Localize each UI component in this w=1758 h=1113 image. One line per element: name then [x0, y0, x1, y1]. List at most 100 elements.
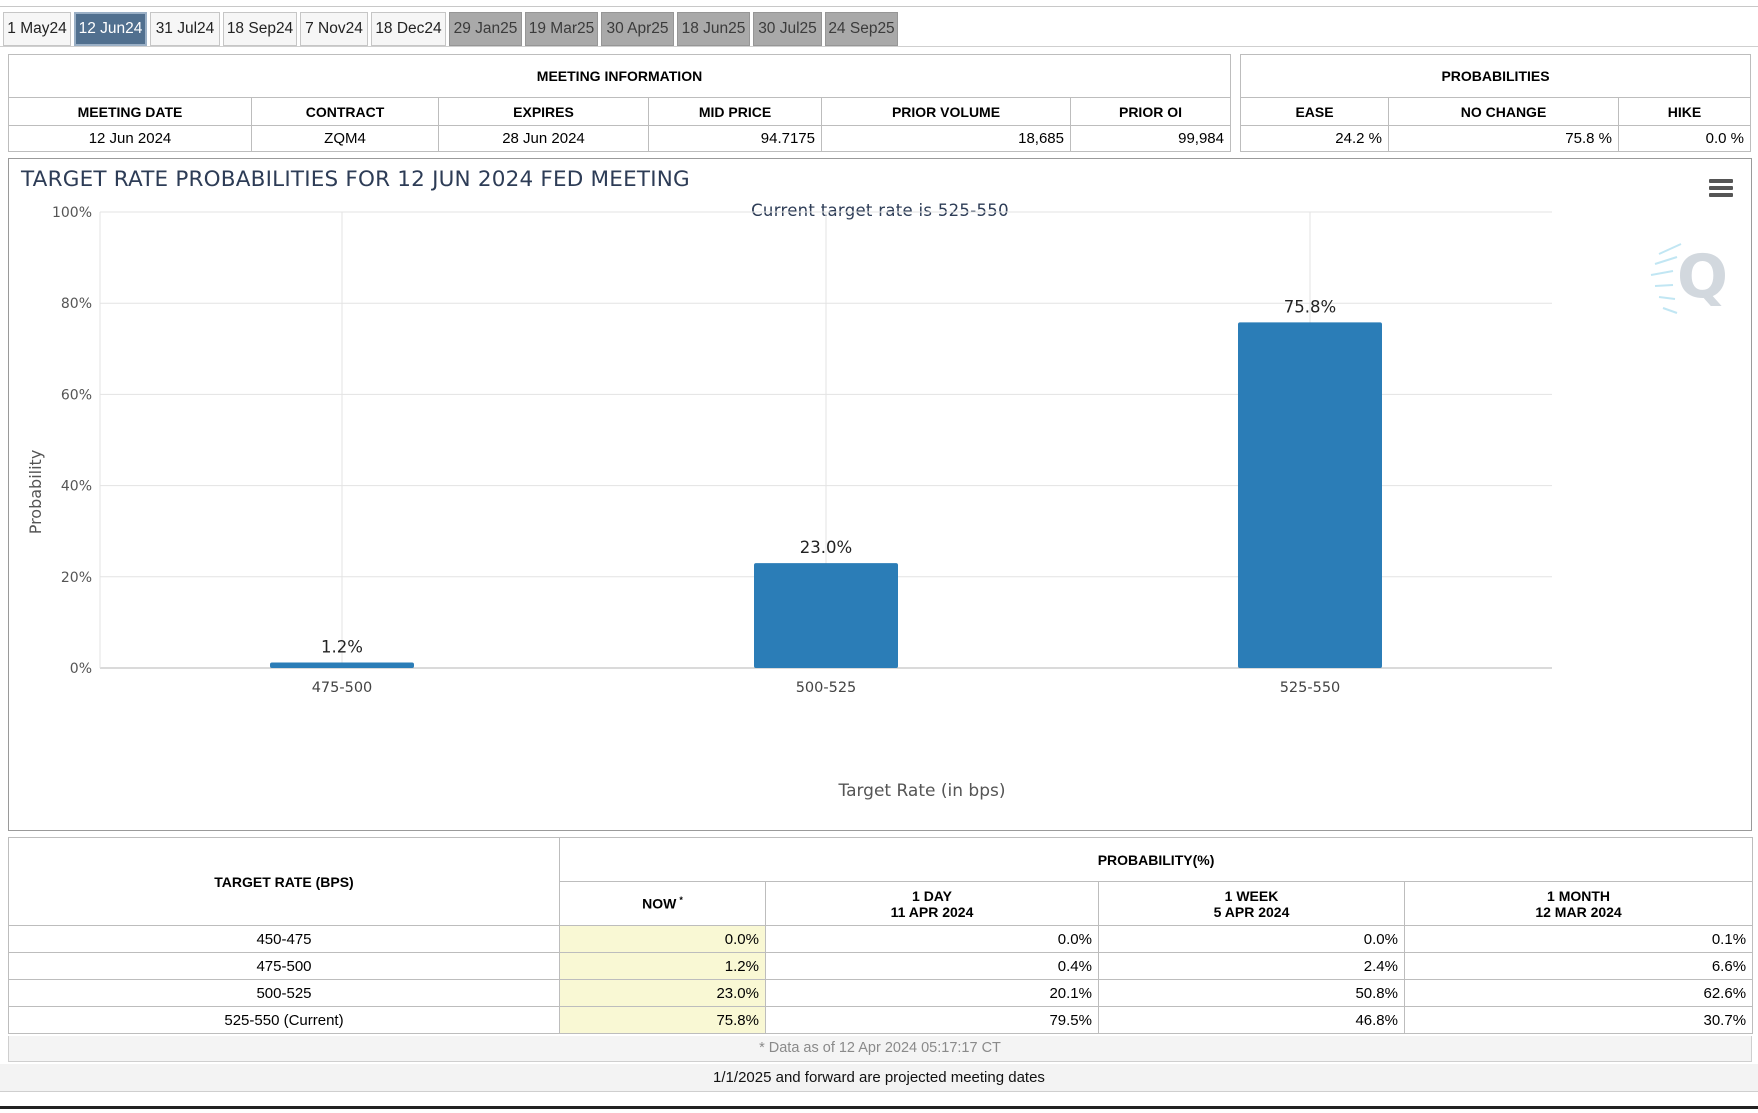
cme-q-logo-icon: Q: [1650, 242, 1728, 314]
target-rate-header: TARGET RATE (BPS): [8, 837, 560, 926]
now-cell: 1.2%: [559, 952, 766, 980]
rate-cell: 500-525: [8, 979, 560, 1007]
col-1-month-date: 12 MAR 2024: [1535, 903, 1622, 920]
one-week-cell: 46.8%: [1098, 1006, 1405, 1034]
col-1-week-label: 1 WEEK: [1224, 887, 1279, 904]
x-tick-label: 475-500: [312, 680, 373, 696]
col-1-month-label: 1 MONTH: [1547, 887, 1611, 904]
table-row: 525-550 (Current) 75.8% 79.5% 46.8% 30.7…: [8, 1006, 1754, 1034]
col-prior-volume: PRIOR VOLUME: [821, 97, 1071, 126]
tab-18-sep24[interactable]: 18 Sep24: [223, 12, 297, 46]
col-now-footnote-mark: *: [679, 895, 683, 906]
one-month-cell: 62.6%: [1403, 979, 1754, 1007]
one-month-cell: 6.6%: [1403, 952, 1754, 980]
col-1-month: 1 MONTH 12 MAR 2024: [1403, 881, 1754, 926]
table-row: 500-525 23.0% 20.1% 50.8% 62.6%: [8, 979, 1754, 1007]
now-cell: 0.0%: [559, 925, 766, 953]
table-row: 450-475 0.0% 0.0% 0.0% 0.1%: [8, 925, 1754, 953]
col-hike: HIKE: [1618, 97, 1751, 126]
target-rate-chart: TARGET RATE PROBABILITIES FOR 12 JUN 202…: [8, 158, 1752, 831]
one-day-cell: 0.4%: [765, 952, 1099, 980]
no-change-value: 75.8 %: [1388, 125, 1619, 152]
x-tick-label: 525-550: [1280, 680, 1341, 696]
y-tick-label: 60%: [61, 387, 92, 403]
one-week-cell: 50.8%: [1098, 979, 1405, 1007]
col-prior-oi: PRIOR OI: [1070, 97, 1231, 126]
x-axis-label: Target Rate (in bps): [838, 781, 1006, 801]
tab-18-jun25[interactable]: 18 Jun25: [677, 12, 750, 46]
y-tick-label: 80%: [61, 296, 92, 312]
y-tick-label: 20%: [61, 570, 92, 586]
bar-475-500[interactable]: [270, 662, 414, 668]
now-cell: 75.8%: [559, 1006, 766, 1034]
tab-30-apr25[interactable]: 30 Apr25: [601, 12, 674, 46]
bar-525-550[interactable]: [1238, 322, 1382, 668]
one-week-cell: 2.4%: [1098, 952, 1405, 980]
bar-data-label: 75.8%: [1284, 297, 1336, 316]
col-expires: EXPIRES: [438, 97, 649, 126]
one-day-cell: 79.5%: [765, 1006, 1099, 1034]
y-tick-label: 100%: [52, 205, 92, 221]
y-tick-label: 0%: [70, 661, 92, 677]
svg-text:Q: Q: [1677, 242, 1728, 312]
one-day-cell: 20.1%: [765, 979, 1099, 1007]
prior-volume-value: 18,685: [821, 125, 1071, 152]
probabilities-table: PROBABILITIES EASE NO CHANGE HIKE 24.2 %…: [1240, 54, 1751, 152]
one-month-cell: 0.1%: [1403, 925, 1754, 953]
tab-29-jan25[interactable]: 29 Jan25: [449, 12, 522, 46]
x-tick-label: 500-525: [796, 680, 857, 696]
chart-plot: Q 0% 20% 40% 60% 80% 100% 1.2% 23.0% 75.8% 475-…: [26, 205, 1728, 801]
bar-500-525[interactable]: [754, 563, 898, 668]
tab-31-jul24[interactable]: 31 Jul24: [150, 12, 220, 46]
tab-24-sep25[interactable]: 24 Sep25: [825, 12, 898, 46]
tab-12-jun24[interactable]: 12 Jun24: [74, 12, 147, 46]
probability-history-table: TARGET RATE (BPS) PROBABILITY(%) NOW * 1 …: [8, 837, 1754, 1034]
hike-value: 0.0 %: [1618, 125, 1751, 152]
tab-18-dec24[interactable]: 18 Dec24: [371, 12, 446, 46]
rate-cell: 525-550 (Current): [8, 1006, 560, 1034]
tab-7-nov24[interactable]: 7 Nov24: [300, 12, 368, 46]
bar-data-label: 1.2%: [321, 638, 363, 657]
col-meeting-date: MEETING DATE: [8, 97, 252, 126]
col-1-week-date: 5 APR 2024: [1213, 903, 1290, 920]
col-no-change: NO CHANGE: [1388, 97, 1619, 126]
data-as-of-footnote: * Data as of 12 Apr 2024 05:17:17 CT: [8, 1036, 1752, 1062]
ease-value: 24.2 %: [1240, 125, 1389, 152]
one-month-cell: 30.7%: [1403, 1006, 1754, 1034]
meeting-information-table: MEETING INFORMATION MEETING DATE CONTRAC…: [8, 54, 1231, 152]
meeting-date-tabs: 1 May24 12 Jun24 31 Jul24 18 Sep24 7 Nov…: [0, 10, 1758, 46]
chart-title: TARGET RATE PROBABILITIES FOR 12 JUN 202…: [21, 167, 690, 192]
expires-value: 28 Jun 2024: [438, 125, 649, 152]
chart-subtitle: Current target rate is 525-550: [751, 201, 1009, 220]
one-day-cell: 0.0%: [765, 925, 1099, 953]
tab-19-mar25[interactable]: 19 Mar25: [525, 12, 598, 46]
meeting-date-value: 12 Jun 2024: [8, 125, 252, 152]
y-axis-label: Probability: [26, 450, 45, 535]
probability-header: PROBABILITY(%): [558, 837, 1754, 882]
one-week-cell: 0.0%: [1098, 925, 1405, 953]
rate-cell: 450-475: [8, 925, 560, 953]
contract-value: ZQM4: [251, 125, 439, 152]
meeting-information-title: MEETING INFORMATION: [8, 54, 1231, 98]
now-cell: 23.0%: [559, 979, 766, 1007]
table-row: 475-500 1.2% 0.4% 2.4% 6.6%: [8, 952, 1754, 980]
tab-1-may24[interactable]: 1 May24: [3, 12, 71, 46]
y-tick-label: 40%: [61, 479, 92, 495]
col-now: NOW *: [559, 881, 766, 926]
col-1-day: 1 DAY 11 APR 2024: [765, 881, 1099, 926]
col-now-label: NOW: [642, 895, 677, 912]
mid-price-value: 94.7175: [648, 125, 822, 152]
projected-meetings-note: 1/1/2025 and forward are projected meeti…: [0, 1064, 1758, 1092]
probabilities-title: PROBABILITIES: [1240, 54, 1751, 98]
prior-oi-value: 99,984: [1070, 125, 1231, 152]
col-contract: CONTRACT: [251, 97, 439, 126]
col-1-day-label: 1 DAY: [912, 887, 952, 904]
col-1-day-date: 11 APR 2024: [890, 903, 974, 920]
col-ease: EASE: [1240, 97, 1389, 126]
col-1-week: 1 WEEK 5 APR 2024: [1098, 881, 1405, 926]
tab-30-jul25[interactable]: 30 Jul25: [753, 12, 822, 46]
hamburger-menu-icon[interactable]: [1709, 179, 1733, 201]
col-mid-price: MID PRICE: [648, 97, 822, 126]
rate-cell: 475-500: [8, 952, 560, 980]
bar-data-label: 23.0%: [800, 538, 852, 557]
